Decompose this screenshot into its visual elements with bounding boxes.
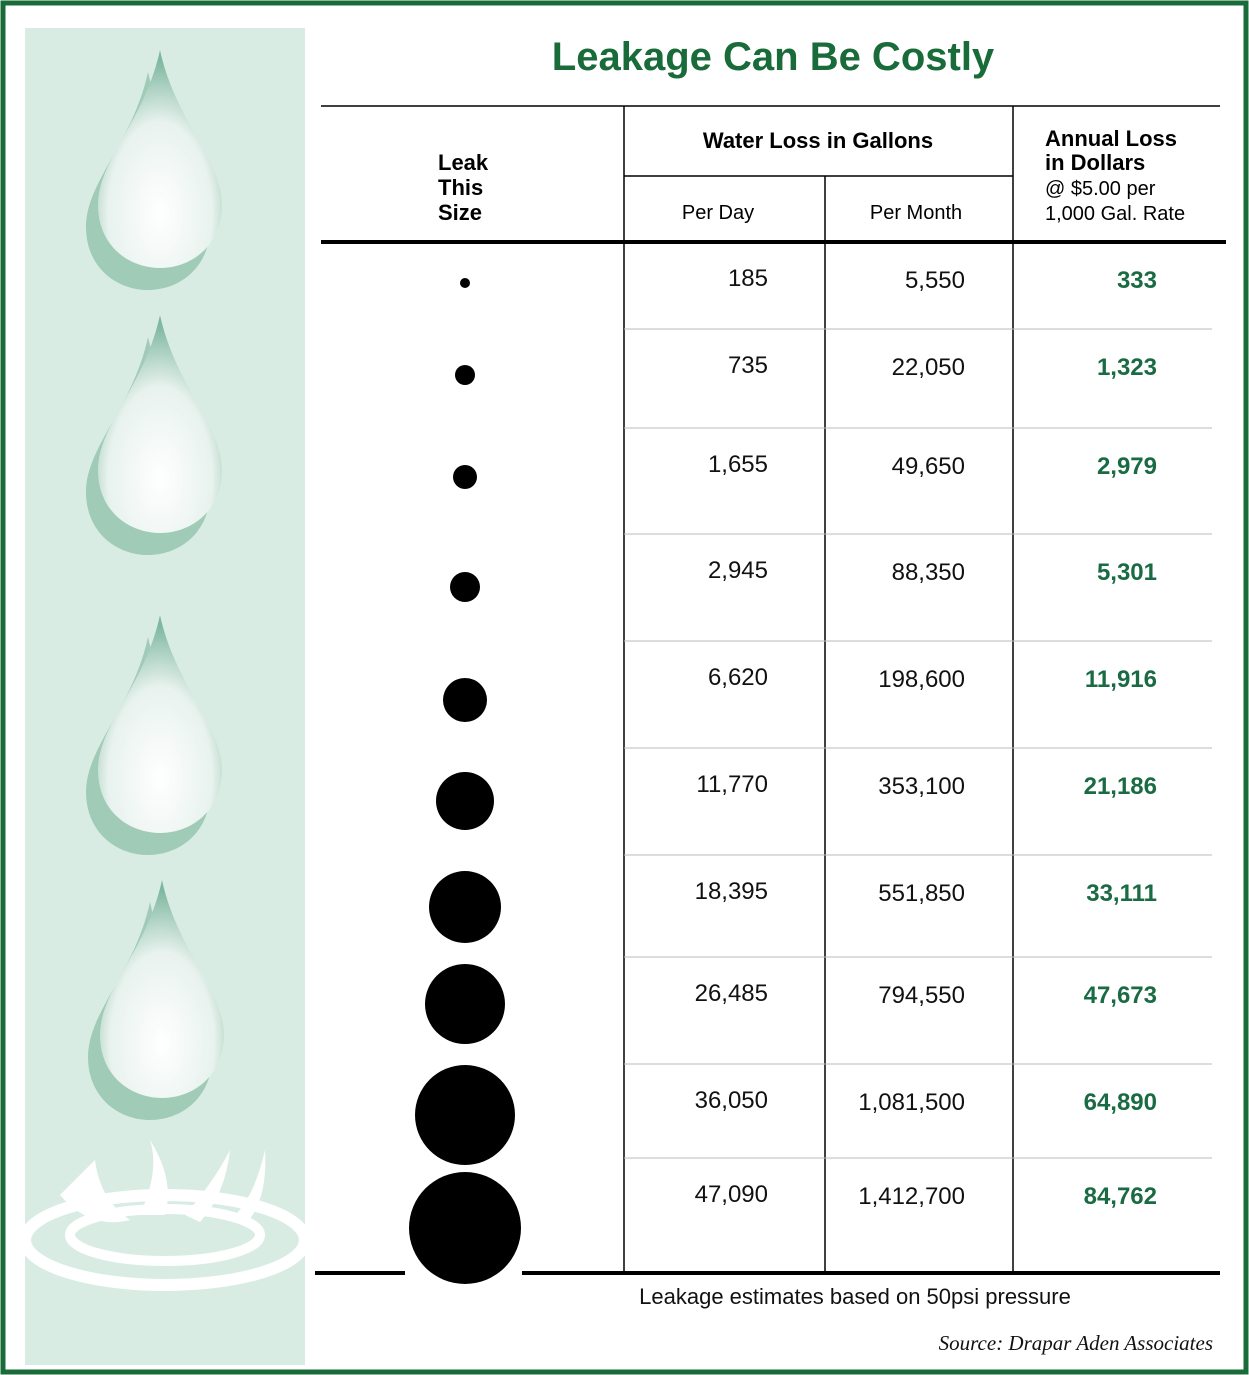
footnote: Leakage estimates based on 50psi pressur… [639,1284,1071,1309]
leak-dot [425,964,505,1044]
leak-dot [415,1065,515,1165]
header-per-day: Per Day [682,202,754,224]
per-day: 185 [728,265,768,292]
annual-loss: 333 [1117,267,1157,294]
per-month: 794,550 [878,982,965,1009]
header-annual: Annual Loss [1045,126,1177,151]
per-day: 2,945 [708,557,768,584]
per-day: 36,050 [695,1087,768,1114]
header-rate: 1,000 Gal. Rate [1045,203,1185,225]
annual-loss: 84,762 [1084,1183,1157,1210]
per-month: 5,550 [905,267,965,294]
per-day: 11,770 [696,771,768,798]
annual-loss: 1,323 [1097,354,1157,381]
per-month: 49,650 [892,453,965,480]
per-month: 198,600 [878,666,965,693]
header-per-month: Per Month [870,202,962,224]
source: Source: Drapar Aden Associates [939,1331,1213,1355]
header-water-loss: Water Loss in Gallons [703,128,933,153]
per-month: 22,050 [892,354,965,381]
per-day: 26,485 [695,980,768,1007]
per-day: 18,395 [695,878,768,905]
per-month: 353,100 [878,773,965,800]
annual-loss: 11,916 [1085,666,1157,693]
header-leak: Leak [438,150,489,175]
leak-dot [436,772,494,830]
header-rate: @ $5.00 per [1045,178,1156,200]
leak-dot [429,871,501,943]
per-day: 735 [728,352,768,379]
per-month: 88,350 [892,559,965,586]
leak-dot [460,278,470,288]
leak-dot [453,465,477,489]
annual-loss: 21,186 [1084,773,1157,800]
per-month: 551,850 [878,880,965,907]
header-leak: Size [438,200,482,225]
annual-loss: 47,673 [1084,982,1157,1009]
annual-loss: 64,890 [1084,1089,1157,1116]
leak-dot [409,1172,521,1284]
per-day: 1,655 [708,451,768,478]
infographic: Leakage Can Be Costly Water Loss in Gall… [0,0,1249,1375]
per-month: 1,412,700 [858,1183,965,1210]
per-day: 6,620 [708,664,768,691]
annual-loss: 5,301 [1097,559,1157,586]
header-annual: in Dollars [1045,150,1145,175]
header-leak: This [438,175,483,200]
table: Water Loss in Gallons Per Day Per Month … [315,106,1226,1284]
leak-dot [450,572,480,602]
title: Leakage Can Be Costly [552,35,995,79]
annual-loss: 2,979 [1097,453,1157,480]
leak-dot [443,678,487,722]
per-month: 1,081,500 [858,1089,965,1116]
per-day: 47,090 [695,1181,768,1208]
leak-dot [455,365,475,385]
annual-loss: 33,111 [1086,880,1157,907]
